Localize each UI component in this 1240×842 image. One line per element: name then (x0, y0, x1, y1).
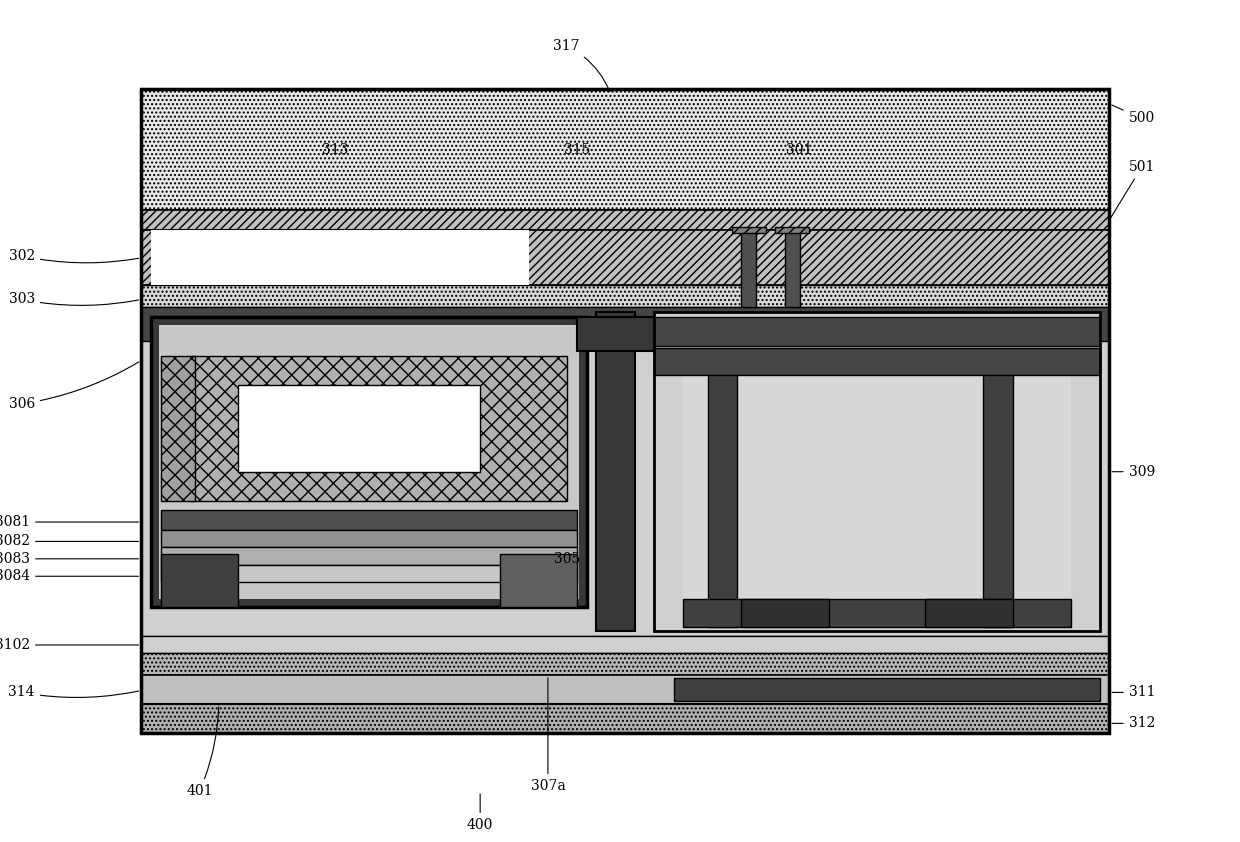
Text: 401: 401 (186, 706, 218, 798)
Bar (141, 89, 1110, 210)
Text: 3102: 3102 (0, 638, 139, 652)
Bar (655, 312, 1100, 632)
Text: 3082: 3082 (0, 535, 139, 548)
Bar (141, 89, 1110, 733)
Text: 317: 317 (553, 39, 610, 92)
Bar (161, 565, 577, 582)
Bar (161, 355, 195, 501)
Bar (655, 312, 1100, 632)
Bar (141, 89, 1110, 733)
Bar (141, 285, 1110, 307)
Bar (742, 600, 828, 626)
Bar (732, 226, 765, 232)
Bar (141, 210, 1110, 230)
Bar (141, 653, 1110, 675)
Bar (673, 678, 1100, 701)
Bar (159, 324, 579, 600)
Text: 314: 314 (9, 685, 139, 700)
Text: 3081: 3081 (0, 515, 139, 529)
Text: 309: 309 (1112, 465, 1154, 479)
Text: 305: 305 (554, 552, 580, 566)
Bar (161, 547, 577, 565)
Bar (238, 385, 480, 472)
Bar (775, 226, 810, 232)
Text: 307a: 307a (531, 678, 565, 793)
Bar (683, 600, 1070, 626)
Text: 311: 311 (1112, 685, 1156, 700)
Text: 315: 315 (564, 143, 590, 157)
Bar (683, 351, 1070, 602)
Bar (655, 317, 1100, 346)
Bar (742, 230, 756, 307)
Bar (983, 351, 1013, 626)
Bar (596, 312, 635, 632)
Text: 3084: 3084 (0, 569, 139, 584)
Bar (151, 317, 587, 607)
Bar (925, 600, 1013, 626)
Bar (161, 554, 238, 607)
Text: 400: 400 (467, 794, 494, 832)
Bar (500, 554, 577, 607)
Bar (141, 307, 1110, 341)
Text: 500: 500 (1112, 105, 1154, 125)
Text: 306: 306 (9, 362, 139, 411)
Text: 312: 312 (1112, 717, 1154, 730)
Bar (161, 510, 577, 530)
Text: 301: 301 (786, 143, 812, 157)
Bar (141, 307, 1110, 637)
Text: 501: 501 (1111, 160, 1154, 218)
Text: 302: 302 (9, 249, 139, 263)
Bar (161, 530, 577, 547)
Bar (141, 675, 1110, 704)
Text: 3083: 3083 (0, 552, 139, 566)
Bar (577, 317, 655, 351)
Bar (190, 355, 567, 501)
Bar (708, 351, 737, 626)
Bar (151, 230, 528, 285)
Bar (141, 230, 1110, 285)
Bar (141, 704, 1110, 733)
Bar (655, 348, 1100, 375)
Bar (141, 637, 1110, 653)
Text: 303: 303 (9, 292, 139, 306)
Bar (785, 230, 800, 307)
Text: 313: 313 (321, 143, 348, 157)
